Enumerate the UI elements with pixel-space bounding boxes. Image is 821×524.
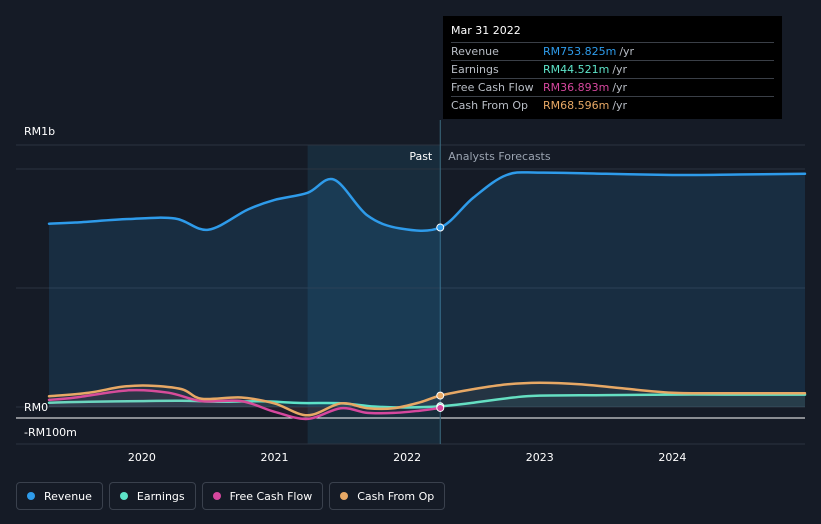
legend-label: Earnings <box>136 489 185 503</box>
legend-dot-icon <box>212 492 221 500</box>
free-cash-flow-line <box>47 388 442 421</box>
cash-from-op-area <box>49 382 805 416</box>
past-region <box>307 145 441 444</box>
x-tick-label-2021: 2021 <box>260 451 288 464</box>
legend-label: Revenue <box>44 489 92 503</box>
cash-from-op-highlight-point <box>436 391 445 400</box>
legend-item-free-cash-flow[interactable]: Free Cash Flow <box>201 482 324 510</box>
tooltip-unit: /yr <box>619 45 635 58</box>
tooltip-value: RM68.596m <box>543 99 610 112</box>
legend-dot-icon <box>340 492 349 500</box>
earnings-area <box>49 394 805 408</box>
legend-label: Free Cash Flow <box>229 489 313 503</box>
chart-legend: Revenue Earnings Free Cash Flow Cash Fro… <box>16 482 446 510</box>
tooltip-label: Revenue <box>451 45 499 58</box>
legend-dot-icon <box>27 492 35 500</box>
tooltip-value: RM44.521m <box>543 63 610 76</box>
legend-dot-icon <box>119 492 128 500</box>
legend-item-revenue[interactable]: Revenue <box>16 482 103 510</box>
tooltip-date: Mar 31 2022 <box>451 24 521 37</box>
tooltip-row-earnings: Earnings RM44.521m /yr <box>451 60 774 78</box>
x-tick-label-2020: 2020 <box>128 451 156 464</box>
x-tick-label-2024: 2024 <box>658 451 686 464</box>
tooltip-row-revenue: Revenue RM753.825m /yr <box>451 42 774 60</box>
free-cash-flow-area <box>49 390 441 419</box>
revenue-line <box>47 171 807 232</box>
tooltip-unit: /yr <box>612 81 628 94</box>
data-tooltip: Mar 31 2022 Revenue RM753.825m /yr Earni… <box>443 16 782 119</box>
tooltip-value: RM36.893m <box>543 81 610 94</box>
tooltip-label: Free Cash Flow <box>451 81 534 94</box>
past-label: Past <box>409 150 433 163</box>
revenue-highlight-point <box>436 223 445 232</box>
tooltip-row-cash-from-op: Cash From Op RM68.596m /yr <box>451 96 774 114</box>
cash-from-op-line <box>47 381 807 417</box>
legend-label: Cash From Op <box>357 489 435 503</box>
tooltip-row-free-cash-flow: Free Cash Flow RM36.893m /yr <box>451 78 774 96</box>
legend-item-earnings[interactable]: Earnings <box>108 482 196 510</box>
y-label-top: RM1b <box>24 125 55 138</box>
y-label-bottom: -RM100m <box>24 426 77 439</box>
x-tick-label-2022: 2022 <box>393 451 421 464</box>
tooltip-value: RM753.825m <box>543 45 617 58</box>
tooltip-unit: /yr <box>612 99 628 112</box>
revenue-area <box>49 172 805 407</box>
tooltip-unit: /yr <box>612 63 628 76</box>
y-label-zero: RM0 <box>24 401 48 414</box>
x-tick-label-2023: 2023 <box>526 451 554 464</box>
tooltip-label: Cash From Op <box>451 99 529 112</box>
free-cash-flow-highlight-point <box>436 403 445 412</box>
legend-item-cash-from-op[interactable]: Cash From Op <box>329 482 446 510</box>
tooltip-label: Earnings <box>451 63 499 76</box>
forecast-label: Analysts Forecasts <box>448 150 551 163</box>
